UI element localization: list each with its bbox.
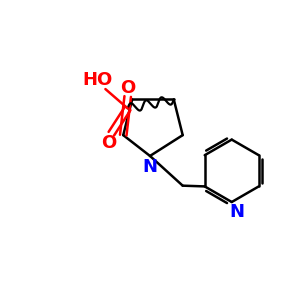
Text: O: O bbox=[101, 134, 116, 152]
Text: N: N bbox=[230, 202, 244, 220]
Text: O: O bbox=[120, 79, 135, 97]
Text: HO: HO bbox=[83, 71, 113, 89]
Text: N: N bbox=[142, 158, 158, 176]
